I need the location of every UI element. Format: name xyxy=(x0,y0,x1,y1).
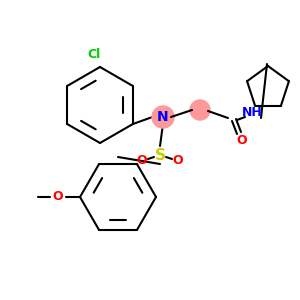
Text: S: S xyxy=(154,148,166,163)
Circle shape xyxy=(152,106,174,128)
Text: Cl: Cl xyxy=(87,48,101,61)
Text: N: N xyxy=(157,110,169,124)
Text: O: O xyxy=(173,154,183,167)
Text: O: O xyxy=(237,134,247,146)
Text: NH: NH xyxy=(242,106,262,118)
Text: O: O xyxy=(137,154,147,167)
Circle shape xyxy=(190,100,210,120)
Text: O: O xyxy=(53,190,63,203)
